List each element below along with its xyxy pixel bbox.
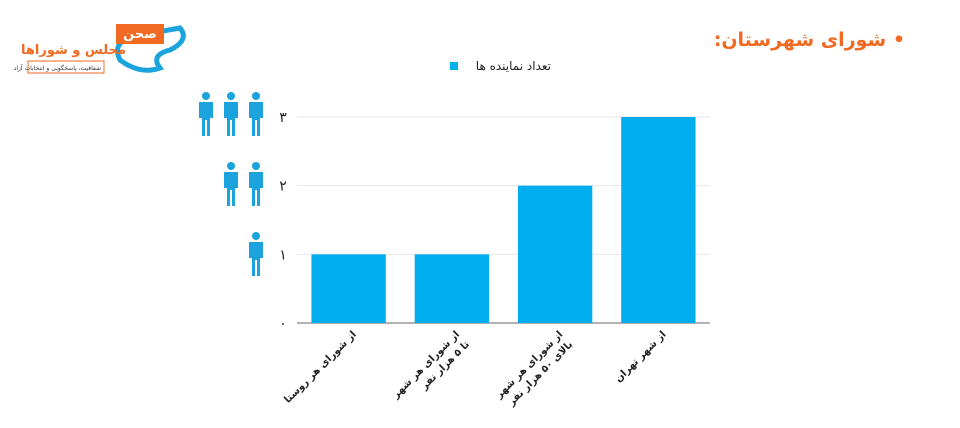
chart-title: • شورای شهرستان:	[714, 29, 905, 51]
y-tick-label: ۱	[279, 247, 287, 263]
y-tick-label: ۳	[279, 110, 287, 126]
legend-swatch	[450, 62, 458, 70]
person-head	[252, 162, 260, 170]
person-body	[224, 102, 238, 136]
y-tick-label: ۲	[279, 179, 287, 195]
person-head	[252, 92, 260, 100]
logo-tagline: شفافیت، پاسخگویی و انتخابات آزاد	[14, 63, 101, 72]
person-body	[249, 102, 263, 136]
bar	[311, 254, 386, 323]
logo-tag-box	[27, 60, 105, 74]
person-body	[249, 242, 263, 276]
icons	[199, 92, 263, 276]
bar	[621, 117, 696, 323]
person-body	[199, 102, 213, 136]
person-head	[227, 162, 235, 170]
person-body	[249, 172, 263, 206]
person-head	[227, 92, 235, 100]
bar	[517, 185, 593, 323]
logo-name: مجلس و شوراها	[21, 43, 126, 58]
x-tick-label: از شهر تهران	[613, 329, 668, 384]
person-head	[252, 232, 260, 240]
legend-label: تعداد نماینده ها	[476, 59, 551, 73]
person-head	[202, 92, 210, 100]
person-body	[224, 172, 238, 206]
bar	[414, 254, 490, 323]
logo-badge	[116, 24, 164, 44]
y-tick-label: ۰	[279, 316, 287, 332]
logo: صحن مجلس و شوراها شفافیت، پاسخگویی و انت…	[14, 24, 186, 74]
logo-brand: صحن	[123, 27, 157, 42]
x-tick-label: از شورای هر شهربالای ۵۰ هزار نفر	[493, 329, 575, 411]
x-tick-label: از شورای هر روستا	[282, 329, 358, 405]
x-tick-label: از شورای هر شهرتا ۵ هزار نفر	[390, 329, 472, 411]
